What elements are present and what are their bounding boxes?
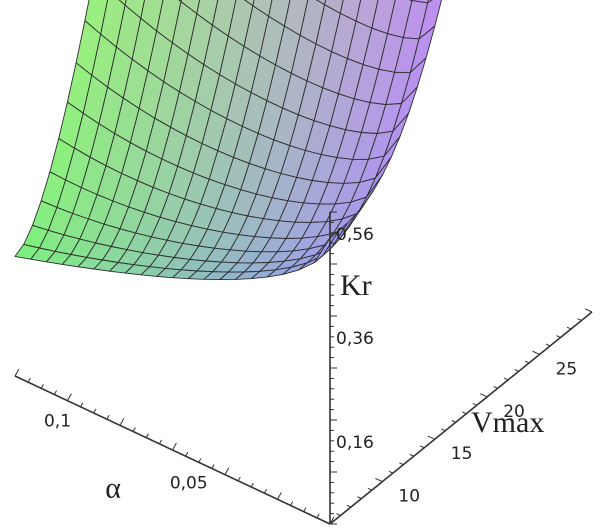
vmax-axis-tick <box>493 386 498 389</box>
axes <box>14 211 593 525</box>
alpha-axis-tick <box>211 464 215 469</box>
vmax-axis-tick <box>441 428 446 432</box>
alpha-axis-tick <box>106 414 110 420</box>
vmax-axis-tick <box>514 369 519 372</box>
alpha-axis-tick <box>185 451 189 457</box>
kr-axis-label: Kr <box>340 269 372 302</box>
alpha-axis-tick <box>224 467 230 475</box>
vmax-axis-tick <box>584 308 593 313</box>
vmax-axis-tick <box>503 377 509 381</box>
vmax-axis-label: Vmax <box>471 406 544 439</box>
alpha-axis-tick <box>119 418 125 426</box>
vmax-axis-line <box>329 311 593 525</box>
vmax-axis-tick <box>346 504 352 508</box>
vmax-axis-tick <box>462 411 467 415</box>
alpha-axis-tick <box>67 393 72 401</box>
alpha-axis-tick <box>250 482 254 488</box>
vmax-axis-tick <box>532 350 540 355</box>
alpha-axis-tick <box>27 377 31 383</box>
vmax-axis-tick <box>420 445 425 449</box>
alpha-axis-tick <box>172 442 177 451</box>
vmax-axis-tick <box>577 318 582 321</box>
vmax-axis-tick <box>479 393 488 398</box>
alpha-axis-tick <box>53 390 58 395</box>
surface-patch <box>313 230 340 264</box>
surface <box>14 0 442 281</box>
alpha-axis-tick <box>198 458 202 463</box>
alpha-axis-tick <box>263 488 268 494</box>
alpha-axis-tick <box>80 402 84 408</box>
vmax-axis-tick <box>367 487 373 491</box>
vmax-tick-label: 10 <box>398 487 420 507</box>
vmax-axis-tick <box>472 403 477 406</box>
alpha-axis-tick <box>316 513 320 519</box>
vmax-axis-tick <box>322 520 331 525</box>
vmax-axis-tick <box>451 419 456 423</box>
vmax-axis-tick <box>375 477 383 483</box>
alpha-axis-tick <box>40 384 44 389</box>
vmax-axis-tick <box>427 435 436 440</box>
alpha-tick-label: 0,05 <box>170 473 208 493</box>
alpha-axis-tick <box>237 476 241 482</box>
vmax-axis-tick <box>388 470 394 474</box>
vmax-axis-tick <box>545 343 551 347</box>
vmax-tick-label: 20 <box>503 402 525 422</box>
alpha-axis-tick <box>145 433 149 438</box>
alpha-axis-tick <box>14 368 20 377</box>
vmax-axis-tick <box>399 462 404 466</box>
alpha-axis-tick <box>290 501 294 506</box>
vmax-axis-tick <box>357 496 362 500</box>
alpha-axis-label: α <box>105 472 121 505</box>
vmax-axis-tick <box>524 360 530 364</box>
vmax-axis-tick <box>409 453 415 457</box>
vmax-tick-label: 15 <box>451 444 473 464</box>
kr-tick-label: 0,56 <box>336 225 374 245</box>
vmax-tick-label: 25 <box>556 359 578 379</box>
kr-tick-label: 0,16 <box>336 433 374 453</box>
alpha-axis-tick <box>158 439 163 445</box>
alpha-axis-tick <box>303 507 307 512</box>
alpha-axis-tick <box>132 427 136 432</box>
alpha-axis-tick <box>93 408 97 414</box>
vmax-axis-tick <box>566 326 572 330</box>
alpha-axis-tick <box>277 492 282 500</box>
vmax-tick-label: 5 <box>346 529 357 531</box>
alpha-tick-label: 0,1 <box>44 412 71 432</box>
vmax-axis-tick <box>336 513 341 516</box>
kr-tick-label: 0,36 <box>336 329 374 349</box>
vmax-axis-tick <box>556 335 561 338</box>
